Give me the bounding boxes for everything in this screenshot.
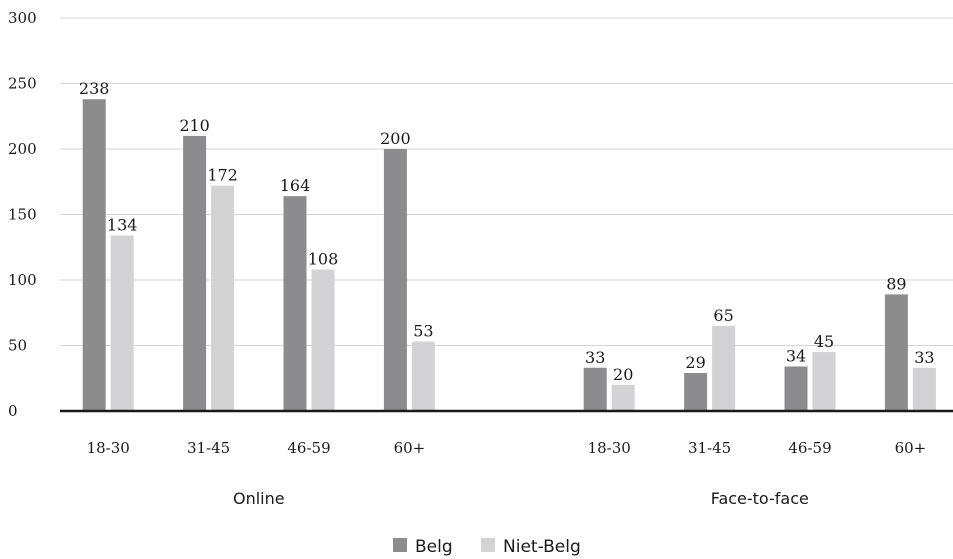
data-label: 53 <box>413 322 433 341</box>
data-label: 108 <box>308 250 339 269</box>
x-tick-label: 31-45 <box>187 439 230 457</box>
data-label: 89 <box>886 274 906 293</box>
bar-belg <box>583 367 607 411</box>
x-tick-label: 18-30 <box>87 439 130 457</box>
data-label: 65 <box>713 306 733 325</box>
x-tick-label: 31-45 <box>688 439 731 457</box>
bars <box>82 99 936 411</box>
data-label: 29 <box>685 353 705 372</box>
data-label: 164 <box>280 176 311 195</box>
bar-belg <box>784 366 808 411</box>
bar-niet-belg <box>611 384 635 411</box>
bar-niet-belg <box>812 352 836 411</box>
y-axis-ticks: 0 50 100 150 200 250 300 <box>8 9 37 420</box>
bar-belg <box>82 99 106 411</box>
legend-swatch-niet-belg <box>481 538 495 552</box>
bar-belg <box>383 149 407 411</box>
group-labels: Online Face-to-face <box>233 489 809 508</box>
y-tick-label: 0 <box>8 402 18 420</box>
group-label: Face-to-face <box>711 489 809 508</box>
data-label: 33 <box>914 348 934 367</box>
data-labels: 238 134 210 172 164 108 200 53 33 20 29 65 34 45 89 33 <box>79 79 935 384</box>
bar-niet-belg <box>110 235 134 411</box>
bar-niet-belg <box>211 185 235 411</box>
group-label: Online <box>233 489 285 508</box>
legend-swatch-belg <box>393 538 407 552</box>
data-label: 200 <box>380 129 411 148</box>
x-tick-label: 60+ <box>394 439 426 457</box>
x-tick-label: 60+ <box>895 439 927 457</box>
y-tick-label: 50 <box>8 337 27 355</box>
y-tick-label: 250 <box>8 75 37 93</box>
bar-niet-belg <box>411 341 435 411</box>
x-tick-label: 46-59 <box>287 439 330 457</box>
y-tick-label: 150 <box>8 206 37 224</box>
bar-belg <box>684 373 708 411</box>
bar-belg <box>884 294 908 411</box>
y-tick-label: 300 <box>8 9 37 27</box>
bar-niet-belg <box>912 367 936 411</box>
bar-belg <box>183 135 207 411</box>
y-tick-label: 100 <box>8 271 37 289</box>
data-label: 34 <box>786 346 806 365</box>
legend: Belg Niet-Belg <box>393 537 581 557</box>
data-label: 238 <box>79 79 110 98</box>
x-tick-label: 18-30 <box>588 439 631 457</box>
data-label: 172 <box>207 166 238 185</box>
data-label: 20 <box>613 365 633 384</box>
gridlines <box>60 17 953 346</box>
data-label: 45 <box>814 332 834 351</box>
y-tick-label: 200 <box>8 140 37 158</box>
bar-niet-belg <box>311 269 335 411</box>
x-tick-label: 46-59 <box>788 439 831 457</box>
data-label: 210 <box>179 116 210 135</box>
data-label: 33 <box>585 348 605 367</box>
x-axis-ticks: 18-30 31-45 46-59 60+ 18-30 31-45 46-59 60+ <box>87 439 927 457</box>
legend-label: Niet-Belg <box>503 537 581 557</box>
bar-niet-belg <box>712 325 736 411</box>
bar-belg <box>283 196 307 411</box>
legend-label: Belg <box>415 537 453 557</box>
data-label: 134 <box>107 215 138 234</box>
